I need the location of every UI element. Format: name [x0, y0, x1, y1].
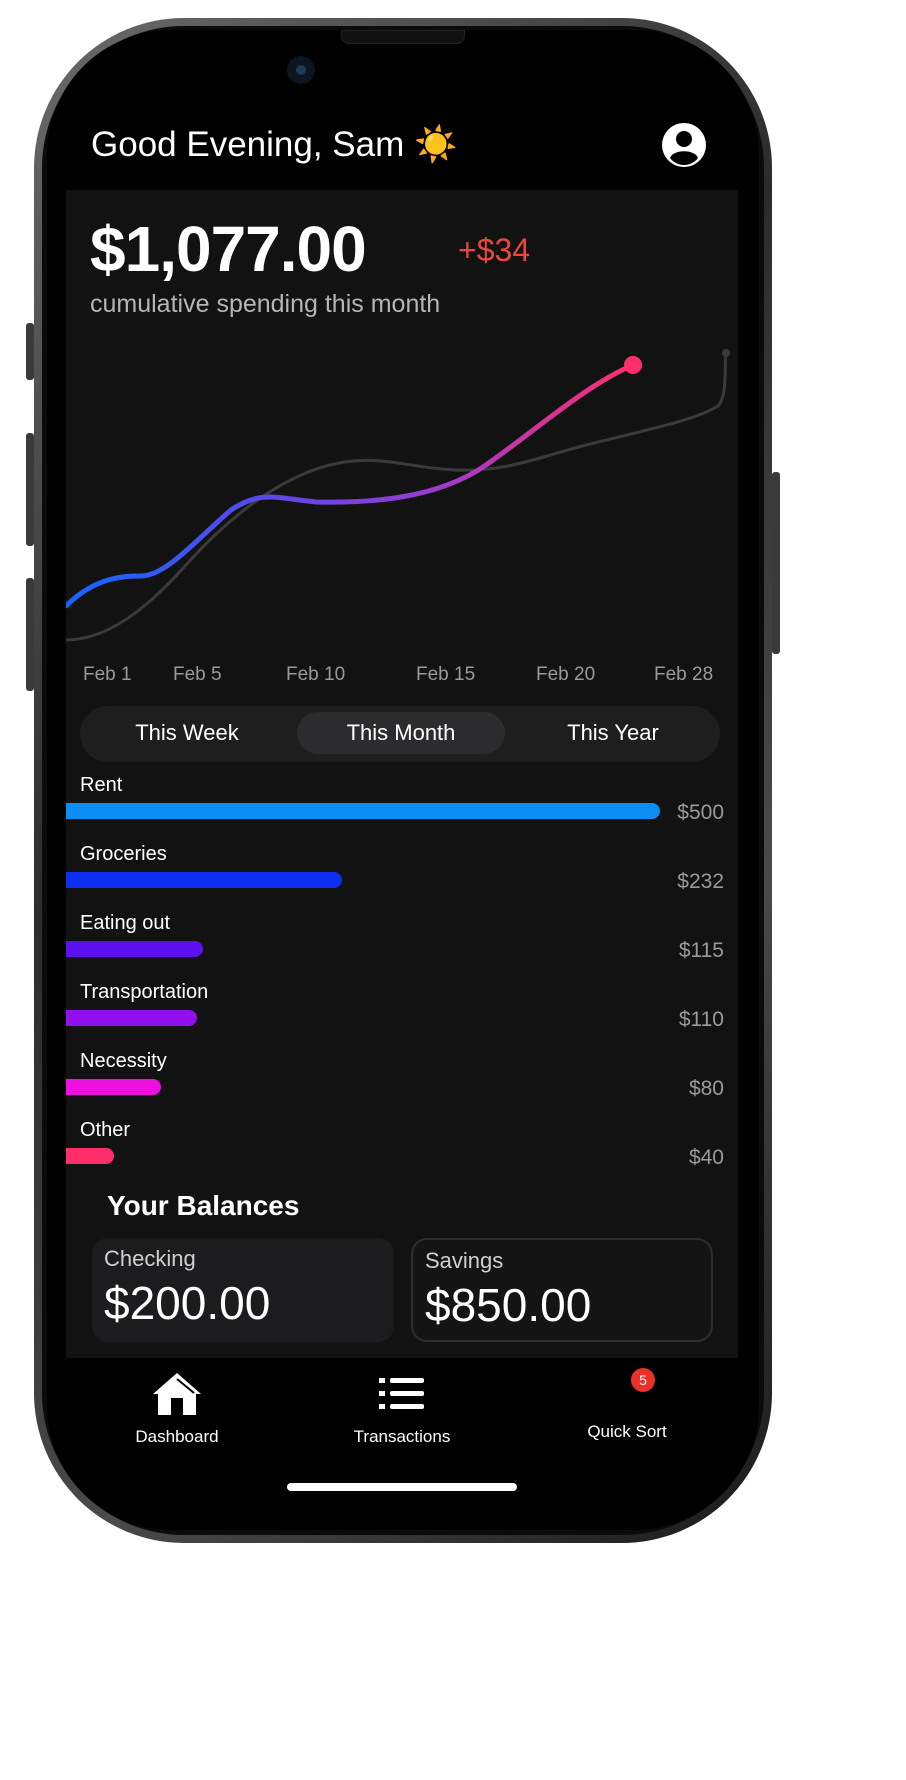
category-bar[interactable] [66, 941, 203, 957]
previous-month-line [66, 352, 728, 642]
checking-value: $200.00 [104, 1277, 271, 1329]
category-label: Groceries [80, 843, 167, 865]
category-bar[interactable] [66, 872, 342, 888]
total-spending: $1,077.00 [90, 213, 367, 285]
tab-quick-sort[interactable]: Quick Sort [547, 1370, 707, 1442]
range-this-year[interactable]: This Year [567, 720, 659, 745]
checking-label: Checking [104, 1246, 196, 1271]
x-tick-label: Feb 15 [416, 664, 476, 685]
category-value: $115 [678, 939, 724, 962]
silent-switch [26, 323, 34, 380]
tab-transactions-label: Transactions [353, 1427, 451, 1446]
profile-icon[interactable] [661, 122, 707, 168]
range-this-month[interactable]: This Month [297, 712, 505, 754]
spending-chart [66, 349, 730, 642]
current-month-line [66, 362, 636, 609]
home-indicator[interactable] [287, 1483, 517, 1491]
x-tick-label: Feb 10 [286, 664, 346, 685]
tab-quick-sort-label: Quick Sort [587, 1422, 667, 1441]
category-label: Rent [80, 774, 123, 796]
greeting: Good Evening, Sam ☀️ [91, 124, 458, 165]
category-value: $40 [688, 1146, 724, 1169]
balances-title: Your Balances [107, 1190, 300, 1221]
greeting-text: Good Evening, Sam [91, 125, 405, 164]
checking-card[interactable]: Checking $200.00 [92, 1238, 394, 1342]
power-button [772, 472, 780, 654]
tab-transactions[interactable]: Transactions [322, 1370, 482, 1447]
category-value: $232 [677, 870, 724, 893]
category-label: Transportation [80, 981, 209, 1003]
category-value: $110 [678, 1008, 724, 1031]
notification-badge: 5 [631, 1368, 655, 1392]
screen: Good Evening, Sam ☀️ $1,077.00 +$34 cumu… [47, 30, 759, 1530]
category-bar[interactable] [66, 803, 660, 819]
category-label: Other [80, 1119, 131, 1141]
spending-subtitle: cumulative spending this month [90, 290, 441, 318]
range-selector: This Week This Month This Year [80, 706, 720, 762]
volume-down-button [26, 578, 34, 691]
house-icon [153, 1373, 201, 1415]
category-value: $80 [688, 1077, 724, 1100]
spending-panel: $1,077.00 +$34 cumulative spending this … [66, 190, 738, 1358]
previous-month-end-point [722, 349, 730, 357]
category-label: Eating out [80, 912, 171, 934]
savings-card[interactable]: Savings $850.00 [411, 1238, 713, 1342]
category-bar[interactable] [66, 1010, 197, 1026]
savings-value: $850.00 [425, 1279, 592, 1331]
x-tick-label: Feb 1 [83, 664, 132, 685]
category-bar[interactable] [66, 1079, 161, 1095]
category-value: $500 [677, 801, 724, 824]
x-tick-label: Feb 28 [654, 664, 714, 685]
speaker-grille [341, 30, 465, 44]
volume-up-button [26, 433, 34, 546]
current-month-end-point [624, 356, 642, 374]
front-camera [287, 56, 315, 84]
spending-delta: +$34 [458, 232, 531, 268]
range-this-week[interactable]: This Week [135, 720, 239, 745]
sun-icon: ☀️ [413, 125, 458, 164]
list-icon [379, 1378, 424, 1409]
tab-dashboard-label: Dashboard [135, 1427, 219, 1446]
tab-dashboard[interactable]: Dashboard [97, 1370, 257, 1447]
savings-label: Savings [425, 1248, 504, 1273]
category-bar[interactable] [66, 1148, 114, 1164]
x-tick-label: Feb 20 [536, 664, 596, 685]
category-label: Necessity [80, 1050, 167, 1072]
x-tick-label: Feb 5 [173, 664, 222, 685]
